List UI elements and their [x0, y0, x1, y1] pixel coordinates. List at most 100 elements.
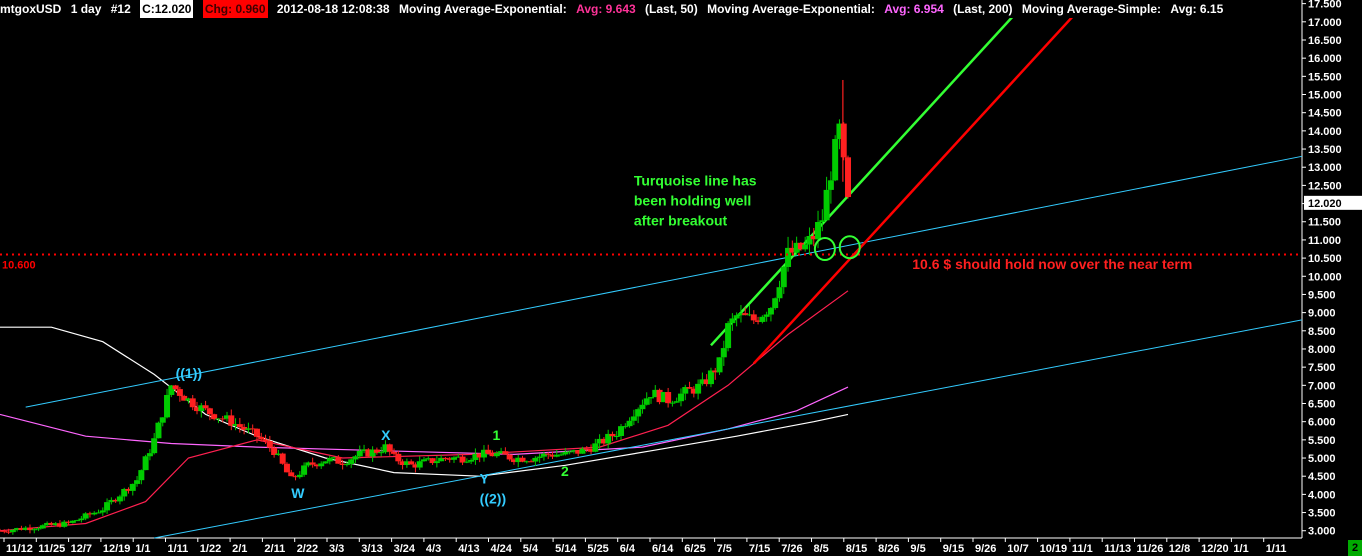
x-tick-label: 3/3 [329, 543, 344, 555]
candle-body [463, 461, 470, 463]
y-tick-label: 15.500 [1308, 71, 1342, 83]
candle-body [802, 244, 809, 250]
candle-body [275, 453, 282, 455]
candle-body [536, 456, 543, 458]
annotation-label: 10.6 $ should hold now over the near ter… [912, 256, 1192, 272]
x-tick-label: 8/26 [878, 543, 899, 555]
sma-line [0, 326, 849, 477]
x-tick-label: 7/5 [717, 543, 732, 555]
y-tick-label: 13.000 [1308, 162, 1342, 174]
annotation-label: 2 [561, 463, 569, 479]
candle-body [138, 470, 145, 481]
x-tick-label: 1/1 [135, 543, 150, 555]
sma-avg: Avg: 6.15 [1170, 2, 1224, 16]
annotations: ((1)) W X Y ((2)) 1 2 Turquoise line has been ho… [176, 172, 1193, 506]
candle-body [592, 443, 599, 452]
candle-body [202, 405, 209, 409]
candle-body [626, 420, 633, 427]
candle-body [566, 451, 573, 453]
candlesticks [0, 79, 852, 535]
candle-body [840, 123, 847, 158]
x-tick-label: 6/25 [684, 543, 705, 555]
candle-body [296, 474, 303, 478]
x-tick-label: 11/1 [1072, 543, 1093, 555]
support-level: 10.600 [0, 253, 1302, 271]
corner-badge[interactable]: 2 [1348, 540, 1362, 556]
x-tick-label: 9/5 [910, 543, 925, 555]
candle-body [570, 450, 577, 452]
candle-body [185, 398, 192, 401]
candle-body [703, 379, 710, 385]
candle-body [498, 451, 505, 454]
y-tick-label: 6.500 [1308, 399, 1336, 411]
annotation-label: ((1)) [176, 365, 202, 381]
y-tick-label: 5.500 [1308, 435, 1336, 447]
candle-body [480, 449, 487, 458]
candle-body [56, 523, 63, 527]
x-tick-label: 6/14 [652, 543, 674, 555]
candle-body [408, 461, 415, 465]
candle-body [755, 320, 762, 322]
candle-body [553, 454, 560, 457]
candle-body [699, 379, 706, 384]
candle-body [253, 428, 260, 437]
ema200-series [0, 386, 849, 456]
candle-body [733, 315, 740, 319]
candle-body [228, 415, 235, 426]
candle-body [502, 451, 509, 455]
highlight-circles [813, 235, 861, 262]
candle-body [806, 235, 813, 245]
candle-body [412, 464, 419, 468]
candle-body [476, 453, 483, 458]
candle-body [772, 298, 779, 309]
y-tick-label: 11.500 [1308, 217, 1341, 229]
candle-body [742, 313, 749, 316]
candle-body [416, 461, 423, 468]
y-tick-label: 16.500 [1308, 35, 1342, 47]
candle-body [421, 459, 428, 462]
candle-body [819, 220, 826, 223]
candle-body [737, 313, 744, 316]
candle-body [399, 461, 406, 466]
highlight-circle [838, 235, 861, 260]
x-tick-label: 12/19 [103, 543, 131, 555]
candle-body [151, 438, 158, 454]
candle-body [506, 454, 513, 460]
x-tick-label: 7/26 [781, 543, 802, 555]
y-axis: 3.000 3.500 4.000 4.500 5.000 5.500 6.000 6.500… [1302, 0, 1362, 538]
candle-body [39, 525, 46, 529]
candle-body [656, 389, 663, 403]
y-tick-label: 17.000 [1308, 17, 1342, 29]
x-axis: 11/12 11/25 12/7 12/19 1/1 1/11 1/22 2/1 2/11 2/2… [3, 538, 1287, 555]
candle-body [575, 450, 582, 454]
candle-body [309, 462, 316, 465]
ema200-label: Moving Average-Exponential: [707, 2, 875, 16]
candle-body [540, 453, 547, 457]
trendline [752, 0, 1089, 365]
y-tick-label: 6.000 [1308, 417, 1336, 429]
candle-body [596, 438, 603, 444]
candle-body [326, 458, 333, 462]
candle-body [532, 457, 539, 462]
candle-body [613, 435, 620, 437]
candle-body [5, 531, 12, 533]
y-tick-label: 5.000 [1308, 453, 1336, 465]
candle-body [429, 458, 436, 464]
candle-body [767, 308, 774, 315]
candle-body [86, 513, 93, 515]
candle-body [181, 395, 188, 401]
x-tick-label: 5/14 [555, 543, 577, 555]
change-value: Chg: 0.960 [202, 0, 268, 18]
candle-body [189, 398, 196, 408]
candle-body [99, 510, 106, 513]
candle-body [322, 461, 329, 464]
candle-body [14, 528, 21, 530]
candle-body [750, 314, 757, 321]
x-tick-label: 4/24 [491, 543, 513, 555]
candle-body [519, 457, 526, 462]
x-tick-label: 2/1 [232, 543, 247, 555]
candle-body [382, 444, 389, 453]
candle-body [510, 459, 517, 463]
x-tick-label: 12/7 [71, 543, 92, 555]
